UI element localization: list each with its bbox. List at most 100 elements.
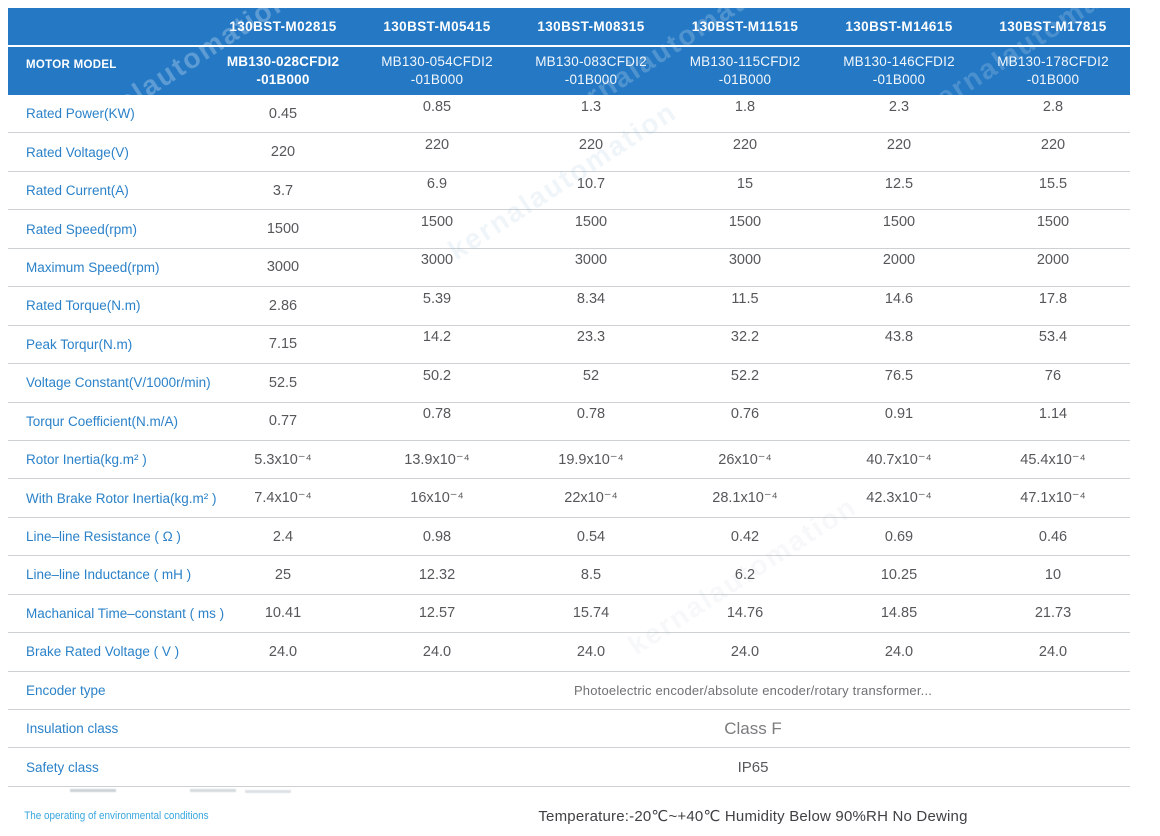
row-label: Rated Voltage(V) bbox=[26, 144, 129, 160]
table-row: Encoder type Photoelectric encoder/absolu… bbox=[8, 672, 1130, 710]
spec-value: 10 bbox=[1044, 566, 1062, 583]
model-header-row: MOTOR MODEL MB130-028CFDI2 -01B000 MB130-… bbox=[8, 47, 1130, 95]
spec-value: 0.78 bbox=[422, 406, 452, 423]
table-row: Line–line Resistance ( Ω ) 2.4 0.98 0.54 0.4… bbox=[8, 518, 1130, 557]
spec-value: 220 bbox=[578, 137, 604, 154]
spec-value: 24.0 bbox=[730, 643, 760, 660]
spec-value: 7.4x10⁻⁴ bbox=[254, 490, 312, 507]
merged-value: Temperature:-20℃~+40℃ Humidity Below 90%… bbox=[538, 807, 968, 825]
spec-value: 5.3x10⁻⁴ bbox=[254, 451, 312, 468]
table-row: Safety class IP65 bbox=[8, 748, 1130, 787]
row-label: Rated Torque(N.m) bbox=[26, 298, 141, 314]
model-series: 130BST-M02815 bbox=[229, 19, 337, 34]
spec-value: 3000 bbox=[728, 252, 762, 269]
spec-value: 5.39 bbox=[422, 290, 452, 307]
series-header-row: 130BST-M02815 130BST-M05415 130BST-M08315 1… bbox=[8, 8, 1130, 45]
spec-value: 0.77 bbox=[268, 413, 298, 430]
spec-value: 8.5 bbox=[580, 566, 602, 583]
spec-value: 0.54 bbox=[576, 528, 606, 545]
row-label: Maximum Speed(rpm) bbox=[26, 259, 160, 275]
model-series: 130BST-M17815 bbox=[999, 19, 1107, 34]
spec-value: 25 bbox=[274, 566, 292, 583]
spec-value: 22x10⁻⁴ bbox=[564, 490, 618, 507]
spec-value: 24.0 bbox=[422, 643, 452, 660]
spec-value: 45.4x10⁻⁴ bbox=[1020, 451, 1086, 468]
spec-value: 1500 bbox=[1036, 214, 1070, 231]
model-code: MB130-054CFDI2 -01B000 bbox=[381, 54, 493, 87]
row-label: Rotor Inertia(kg.m² ) bbox=[26, 452, 147, 468]
merged-value: Class F bbox=[724, 718, 782, 738]
model-code: MB130-115CFDI2 -01B000 bbox=[689, 54, 801, 87]
spec-value: 21.73 bbox=[1034, 605, 1072, 622]
spec-value: 15 bbox=[736, 175, 754, 192]
spec-value: 10.7 bbox=[576, 175, 606, 192]
table-row: Brake Rated Voltage ( V ) 24.0 24.0 24.0 24.… bbox=[8, 633, 1130, 672]
spec-value: 50.2 bbox=[422, 367, 452, 384]
spec-value: 0.69 bbox=[884, 528, 914, 545]
row-label: Rated Power(KW) bbox=[26, 106, 135, 122]
spec-value: 32.2 bbox=[730, 329, 760, 346]
row-label: Torqur Coefficient(N.m/A) bbox=[26, 413, 179, 429]
spec-value: 12.5 bbox=[884, 175, 914, 192]
spec-value: 15.74 bbox=[572, 605, 610, 622]
spec-value: 43.8 bbox=[884, 329, 914, 346]
spec-value: 13.9x10⁻⁴ bbox=[404, 451, 470, 468]
table-row: Peak Torqur(N.m) 7.15 14.2 23.3 32.2 43.8 53.4 bbox=[8, 326, 1130, 365]
row-label: Machanical Time–constant ( ms ) bbox=[26, 605, 225, 621]
spec-value: 15.5 bbox=[1038, 175, 1068, 192]
spec-value: 6.9 bbox=[426, 175, 448, 192]
spec-value: 52 bbox=[582, 367, 600, 384]
model-code: MB130-083CFDI2 -01B000 bbox=[535, 54, 647, 87]
spec-value: 0.46 bbox=[1038, 528, 1068, 545]
spec-value: 1500 bbox=[882, 214, 916, 231]
table-row: Rated Torque(N.m) 2.86 5.39 8.34 11.5 14.6 17.… bbox=[8, 287, 1130, 326]
header-divider bbox=[8, 45, 1130, 47]
row-label: Safety class bbox=[26, 759, 99, 775]
spec-value: 12.57 bbox=[418, 605, 456, 622]
model-code: MB130-146CFDI2 -01B000 bbox=[843, 54, 955, 87]
table-row: Torqur Coefficient(N.m/A) 0.77 0.78 0.78 0.7… bbox=[8, 403, 1130, 441]
table-row: The operating of environmental condition… bbox=[8, 796, 1130, 836]
table-row: Rated Speed(rpm) 1500 1500 1500 1500 1500 1500 bbox=[8, 210, 1130, 249]
spec-value: 1.8 bbox=[734, 98, 756, 115]
spec-value: 1500 bbox=[266, 221, 300, 238]
table-row: Machanical Time–constant ( ms ) 10.41 12.5… bbox=[8, 595, 1130, 634]
spec-value: 1.3 bbox=[580, 98, 602, 115]
spec-value: 14.2 bbox=[422, 329, 452, 346]
spec-value: 10.25 bbox=[880, 566, 918, 583]
spec-value: 19.9x10⁻⁴ bbox=[558, 451, 624, 468]
spec-value: 53.4 bbox=[1038, 329, 1068, 346]
spec-value: 40.7x10⁻⁴ bbox=[866, 451, 932, 468]
spec-value: 220 bbox=[424, 137, 450, 154]
row-label: The operating of environmental condition… bbox=[24, 809, 209, 822]
table-row: With Brake Rotor Inertia(kg.m² ) 7.4x10⁻⁴… bbox=[8, 479, 1130, 518]
spec-value: 1.14 bbox=[1038, 406, 1068, 423]
table-row: Rated Current(A) 3.7 6.9 10.7 15 12.5 15.5 bbox=[8, 172, 1130, 211]
spec-value: 11.5 bbox=[731, 290, 759, 307]
spec-value: 3000 bbox=[266, 259, 300, 276]
spec-value: 47.1x10⁻⁴ bbox=[1020, 490, 1086, 507]
spec-table: kernalautomation kernalautomation kernal… bbox=[8, 8, 1130, 836]
spec-value: 0.42 bbox=[730, 528, 760, 545]
spec-value: 3.7 bbox=[272, 182, 294, 199]
spec-value: 2000 bbox=[1036, 252, 1070, 269]
row-label: Line–line Resistance ( Ω ) bbox=[26, 529, 181, 545]
spec-value: 220 bbox=[732, 137, 758, 154]
spec-value: 12.32 bbox=[418, 566, 456, 583]
model-series: 130BST-M11515 bbox=[691, 19, 799, 34]
motor-model-label: MOTOR MODEL bbox=[26, 59, 117, 71]
table-row: Line–line Inductance ( mH ) 25 12.32 8.5 6.2… bbox=[8, 556, 1130, 595]
spec-value: 0.45 bbox=[268, 105, 298, 122]
table-row: Maximum Speed(rpm) 3000 3000 3000 3000 2000 20… bbox=[8, 249, 1130, 288]
row-label: Line–line Inductance ( mH ) bbox=[26, 567, 192, 583]
spec-value: 1500 bbox=[420, 214, 454, 231]
row-label: Rated Speed(rpm) bbox=[26, 221, 138, 237]
row-label: With Brake Rotor Inertia(kg.m² ) bbox=[26, 490, 217, 506]
table-row: Voltage Constant(V/1000r/min) 52.5 50.2 52 5… bbox=[8, 364, 1130, 403]
spec-value: 76 bbox=[1044, 367, 1062, 384]
row-label: Voltage Constant(V/1000r/min) bbox=[26, 375, 211, 391]
spec-value: 28.1x10⁻⁴ bbox=[712, 490, 778, 507]
spec-value: 10.41 bbox=[264, 605, 302, 622]
merged-value: IP65 bbox=[737, 758, 769, 776]
model-series: 130BST-M08315 bbox=[537, 19, 645, 34]
